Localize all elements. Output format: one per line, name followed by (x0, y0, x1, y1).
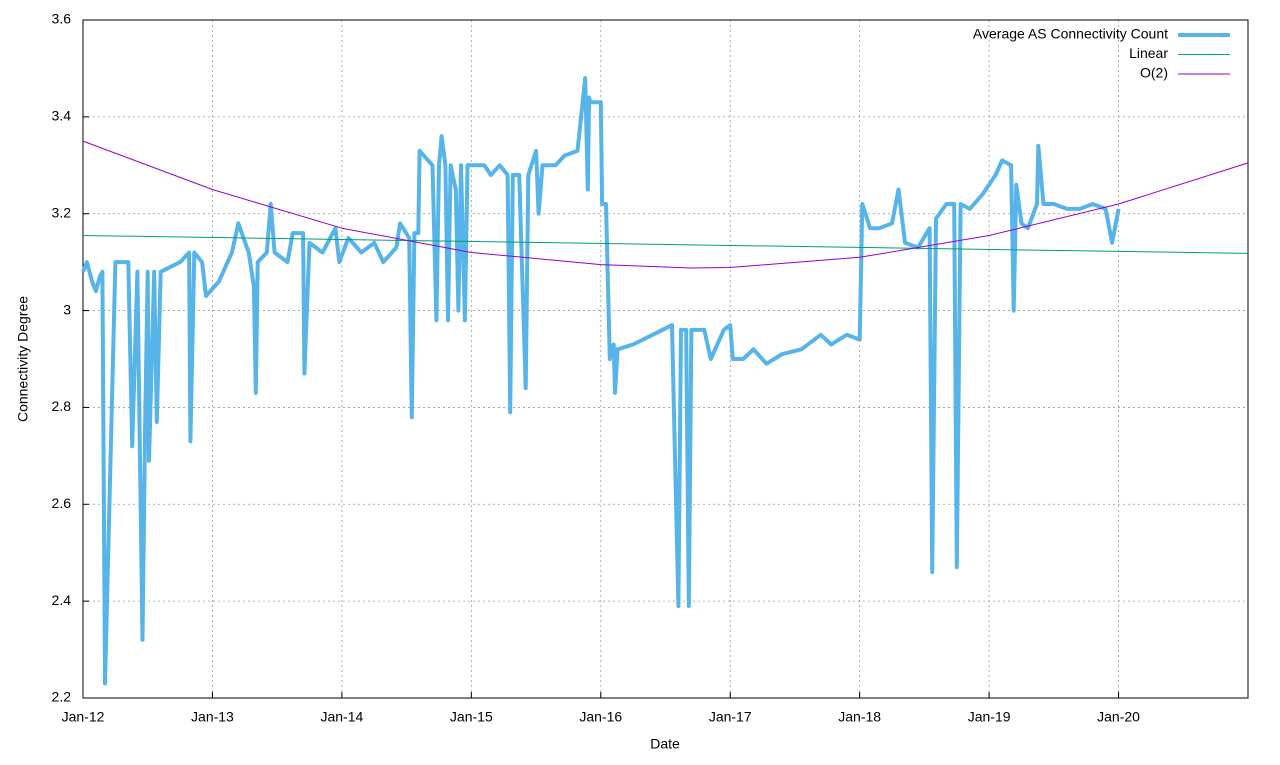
y-tick-label: 2.4 (52, 592, 72, 608)
y-tick-label: 2.6 (52, 495, 72, 511)
y-tick-label: 3.4 (52, 108, 72, 124)
legend-label: Average AS Connectivity Count (973, 26, 1168, 42)
x-tick-label: Jan-20 (1097, 709, 1140, 725)
y-tick-label: 3.6 (52, 11, 72, 27)
y-tick-label: 2.8 (52, 398, 72, 414)
legend-label: O(2) (1140, 65, 1168, 81)
x-tick-label: Jan-18 (838, 709, 881, 725)
y-axis-label: Connectivity Degree (15, 296, 31, 422)
legend-label: Linear (1129, 45, 1168, 61)
x-tick-label: Jan-17 (709, 709, 752, 725)
x-tick-label: Jan-15 (450, 709, 493, 725)
y-tick-label: 2.2 (52, 689, 72, 705)
x-tick-label: Jan-14 (320, 709, 363, 725)
x-tick-label: Jan-19 (968, 709, 1011, 725)
plot-frame (82, 19, 1249, 699)
y-tick-label: 3 (63, 301, 71, 317)
x-tick-label: Jan-12 (62, 709, 105, 725)
series-line (82, 235, 1249, 254)
x-axis-label: Date (650, 736, 680, 752)
y-tick-label: 3.2 (52, 204, 72, 220)
series-line (82, 140, 1249, 269)
series-line (81, 76, 1121, 686)
x-tick-label: Jan-16 (579, 709, 622, 725)
x-tick-label: Jan-13 (191, 709, 234, 725)
